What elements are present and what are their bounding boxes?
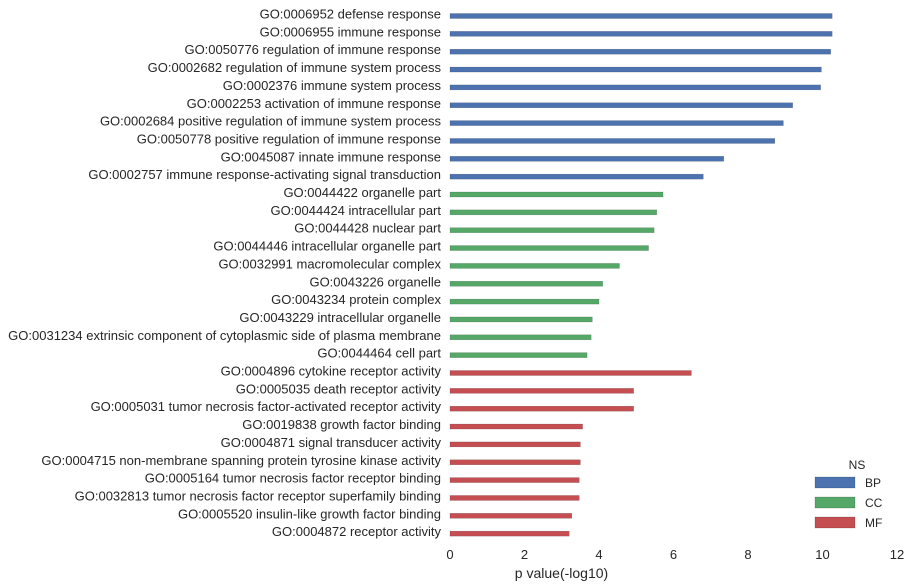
legend-swatch-cc	[814, 496, 856, 509]
bar-bp	[449, 66, 822, 73]
category-label: GO:0044422 organelle part	[283, 185, 441, 200]
x-tick-label: 2	[521, 547, 528, 562]
category-label: GO:0004715 non-membrane spanning protein…	[41, 453, 441, 468]
bar-bp	[449, 138, 776, 144]
category-label: GO:0002684 positive regulation of immune…	[100, 114, 442, 129]
x-tick-label: 8	[744, 547, 751, 562]
bar-cc	[449, 281, 603, 287]
bars-layer	[449, 13, 833, 537]
legend-items: BP CC MF	[814, 476, 883, 530]
bar-cc	[449, 298, 600, 305]
category-label: GO:0005031 tumor necrosis factor-activat…	[91, 399, 442, 414]
category-label: GO:0005520 insulin-like growth factor bi…	[178, 506, 441, 521]
bar-cc	[449, 245, 649, 251]
category-label: GO:0002682 regulation of immune system p…	[148, 60, 442, 75]
category-label: GO:0002376 immune system process	[223, 78, 442, 93]
bar-mf	[449, 370, 692, 376]
legend-label-bp: BP	[865, 476, 881, 490]
x-axis-title: p value(-log10)	[515, 565, 608, 581]
category-label: GO:0044424 intracellular part	[270, 203, 441, 218]
legend-label-mf: MF	[865, 516, 882, 530]
bar-cc	[449, 334, 592, 341]
x-tick-label: 4	[595, 547, 602, 562]
bar-mf	[449, 459, 581, 465]
bar-mf	[449, 530, 570, 537]
bar-bp	[449, 102, 793, 108]
category-label: GO:0043234 protein complex	[271, 292, 441, 307]
category-label: GO:0045087 innate immune response	[221, 149, 441, 164]
legend-label-cc: CC	[865, 496, 883, 510]
bar-cc	[449, 227, 655, 233]
category-label: GO:0050776 regulation of immune response	[184, 42, 441, 57]
category-label: GO:0002757 immune response-activating si…	[88, 167, 441, 182]
x-tick-label: 12	[890, 547, 904, 562]
bar-mf	[449, 441, 581, 448]
bar-mf	[449, 495, 580, 501]
category-label: GO:0044428 nuclear part	[294, 221, 441, 236]
x-tick-label: 10	[815, 547, 829, 562]
category-label: GO:0044464 cell part	[317, 346, 441, 361]
bar-cc	[449, 209, 657, 216]
category-label: GO:0044446 intracellular organelle part	[213, 239, 441, 254]
bar-bp	[449, 13, 833, 19]
x-axis-ticks: 0 2 4 6 8 10 12	[446, 547, 904, 562]
category-label: GO:0043229 intracellular organelle	[239, 310, 441, 325]
category-label: GO:0032991 macromolecular complex	[218, 256, 441, 271]
bar-mf	[449, 405, 634, 412]
category-label: GO:0005035 death receptor activity	[236, 381, 442, 396]
bar-bp	[449, 156, 725, 162]
bar-bp	[449, 84, 821, 91]
bar-cc	[449, 316, 593, 323]
category-label: GO:0043226 organelle	[309, 274, 441, 289]
bar-mf	[449, 423, 583, 430]
legend: NS BP CC MF	[814, 458, 883, 530]
bar-bp	[449, 48, 831, 55]
category-label: GO:0005164 tumor necrosis factor recepto…	[145, 471, 441, 486]
bar-mf	[449, 388, 634, 394]
bar-bp	[449, 31, 833, 37]
bar-cc	[449, 191, 664, 198]
category-label: GO:0004871 signal transducer activity	[221, 435, 442, 450]
category-label: GO:0032813 tumor necrosis factor recepto…	[75, 488, 441, 503]
legend-title: NS	[849, 458, 866, 472]
category-label: GO:0006955 immune response	[260, 24, 441, 39]
bar-bp	[449, 173, 704, 180]
legend-swatch-bp	[814, 476, 856, 489]
legend-swatch-mf	[814, 516, 856, 529]
bar-mf	[449, 513, 573, 519]
bar-cc	[449, 263, 620, 269]
category-label: GO:0004872 receptor activity	[272, 524, 442, 539]
category-label: GO:0031234 extrinsic component of cytopl…	[8, 328, 441, 343]
category-label: GO:0050778 positive regulation of immune…	[137, 131, 441, 146]
category-label: GO:0002253 activation of immune response	[187, 96, 441, 111]
bar-bp	[449, 120, 784, 126]
category-labels: GO:0006952 defense response GO:0006955 im…	[8, 7, 441, 540]
bar-cc	[449, 352, 588, 358]
category-label: GO:0006952 defense response	[260, 7, 441, 22]
bar-mf	[449, 477, 580, 483]
x-tick-label: 0	[446, 547, 453, 562]
category-label: GO:0019838 growth factor binding	[242, 417, 441, 432]
x-tick-label: 6	[670, 547, 677, 562]
category-label: GO:0004896 cytokine receptor activity	[221, 364, 442, 379]
